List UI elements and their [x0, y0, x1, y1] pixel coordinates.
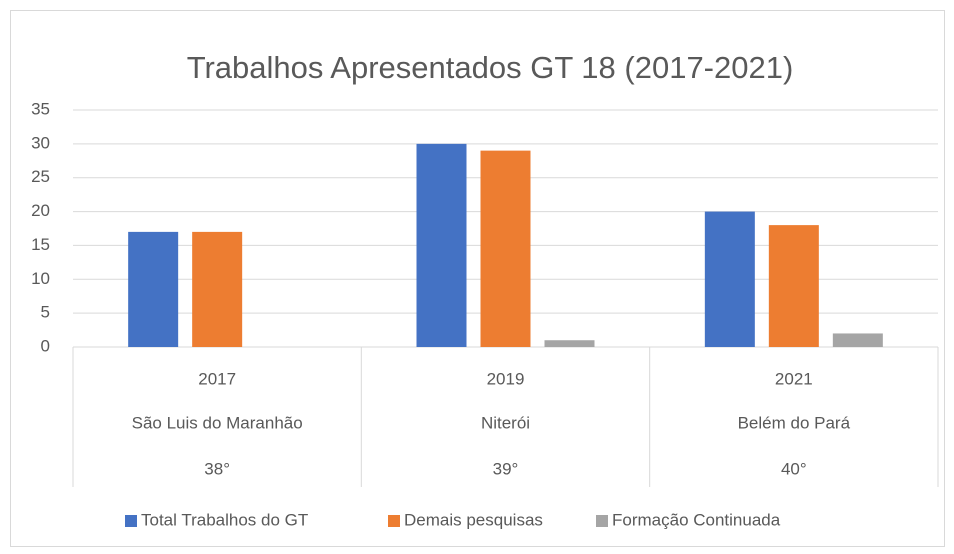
legend-swatch	[125, 515, 137, 527]
x-tick-label: Belém do Pará	[738, 413, 851, 432]
x-tick-label: Niterói	[481, 413, 530, 432]
y-tick-label: 25	[31, 167, 50, 186]
y-tick-label: 15	[31, 235, 50, 254]
y-tick-label: 35	[31, 99, 50, 118]
bar	[192, 231, 243, 347]
legend-swatch	[596, 515, 608, 527]
y-tick-label: 20	[31, 201, 50, 220]
bar	[768, 225, 819, 347]
x-tick-label: São Luis do Maranhão	[132, 413, 303, 432]
x-tick-label: 38°	[204, 459, 230, 478]
x-tick-label: 2019	[487, 369, 525, 388]
bar	[832, 333, 883, 347]
bar	[128, 231, 179, 347]
x-tick-label: 40°	[781, 459, 807, 478]
legend-label: Formação Continuada	[612, 510, 781, 529]
y-tick-label: 5	[41, 303, 50, 322]
bar	[544, 340, 595, 347]
legend-label: Demais pesquisas	[404, 510, 543, 529]
chart-title: Trabalhos Apresentados GT 18 (2017-2021)	[187, 50, 794, 85]
bar	[704, 211, 755, 347]
legend-label: Total Trabalhos do GT	[141, 510, 308, 529]
x-tick-label: 39°	[493, 459, 519, 478]
bar	[480, 150, 531, 347]
legend-swatch	[388, 515, 400, 527]
bar	[416, 143, 467, 347]
y-tick-label: 0	[41, 336, 50, 355]
x-tick-label: 2017	[198, 369, 236, 388]
y-tick-label: 10	[31, 269, 50, 288]
y-tick-label: 30	[31, 133, 50, 152]
x-tick-label: 2021	[775, 369, 813, 388]
